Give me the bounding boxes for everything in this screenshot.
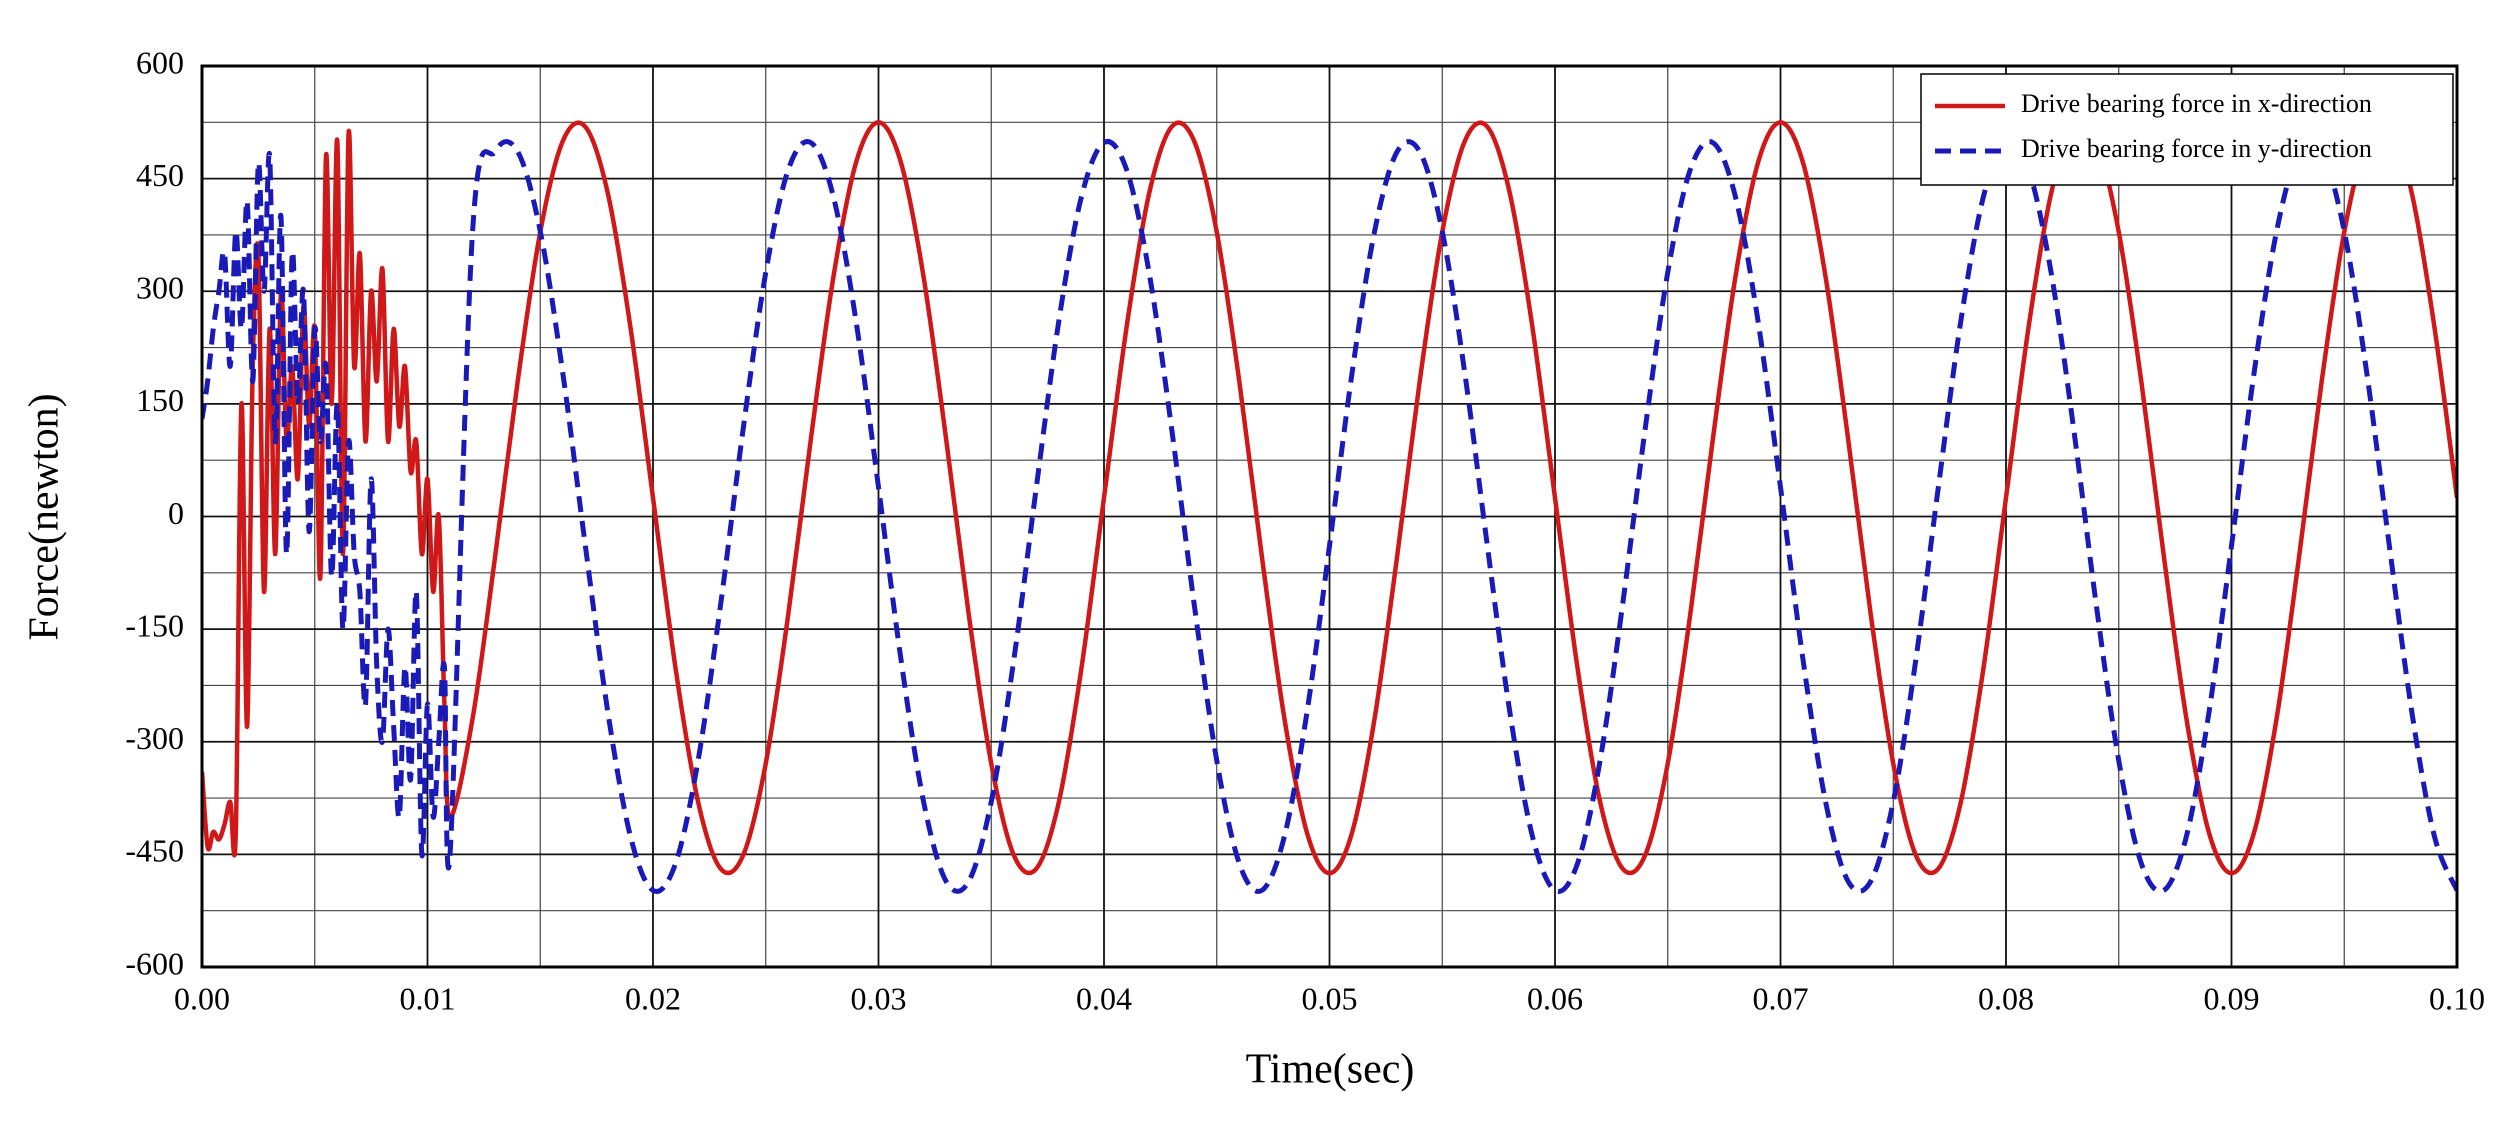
legend-label: Drive bearing force in y-direction bbox=[2021, 134, 2372, 163]
legend-box bbox=[1920, 73, 2454, 186]
x-tick-label: 0.03 bbox=[851, 980, 907, 1016]
y-tick-label: 150 bbox=[136, 382, 184, 418]
y-tick-label: -300 bbox=[125, 720, 184, 756]
y-tick-label: -450 bbox=[125, 833, 184, 869]
plot-frame bbox=[200, 64, 2459, 969]
x-tick-label: 0.09 bbox=[2204, 980, 2260, 1016]
x-tick-label: 0.00 bbox=[174, 980, 230, 1016]
y-tick-label: 450 bbox=[136, 157, 184, 193]
x-tick-label: 0.01 bbox=[400, 980, 456, 1016]
x-tick-label: 0.10 bbox=[2429, 980, 2485, 1016]
series-line bbox=[202, 139, 2457, 894]
x-tick-label: 0.04 bbox=[1076, 980, 1132, 1016]
x-axis-label: Time(sec) bbox=[1246, 1047, 1415, 1093]
y-tick-label: 600 bbox=[136, 44, 184, 80]
x-tick-label: 0.05 bbox=[1302, 980, 1358, 1016]
legend-label: Drive bearing force in x-direction bbox=[2021, 89, 2372, 118]
x-tick-label: 0.02 bbox=[625, 980, 681, 1016]
y-tick-label: -150 bbox=[125, 607, 184, 643]
y-tick-label: 0 bbox=[168, 495, 184, 531]
y-tick-label: 300 bbox=[136, 270, 184, 306]
x-tick-label: 0.08 bbox=[1978, 980, 2034, 1016]
y-axis-label: Force(newton) bbox=[22, 393, 68, 640]
x-tick-label: 0.06 bbox=[1527, 980, 1583, 1016]
x-tick-label: 0.07 bbox=[1753, 980, 1809, 1016]
y-tick-label: -600 bbox=[125, 945, 184, 981]
